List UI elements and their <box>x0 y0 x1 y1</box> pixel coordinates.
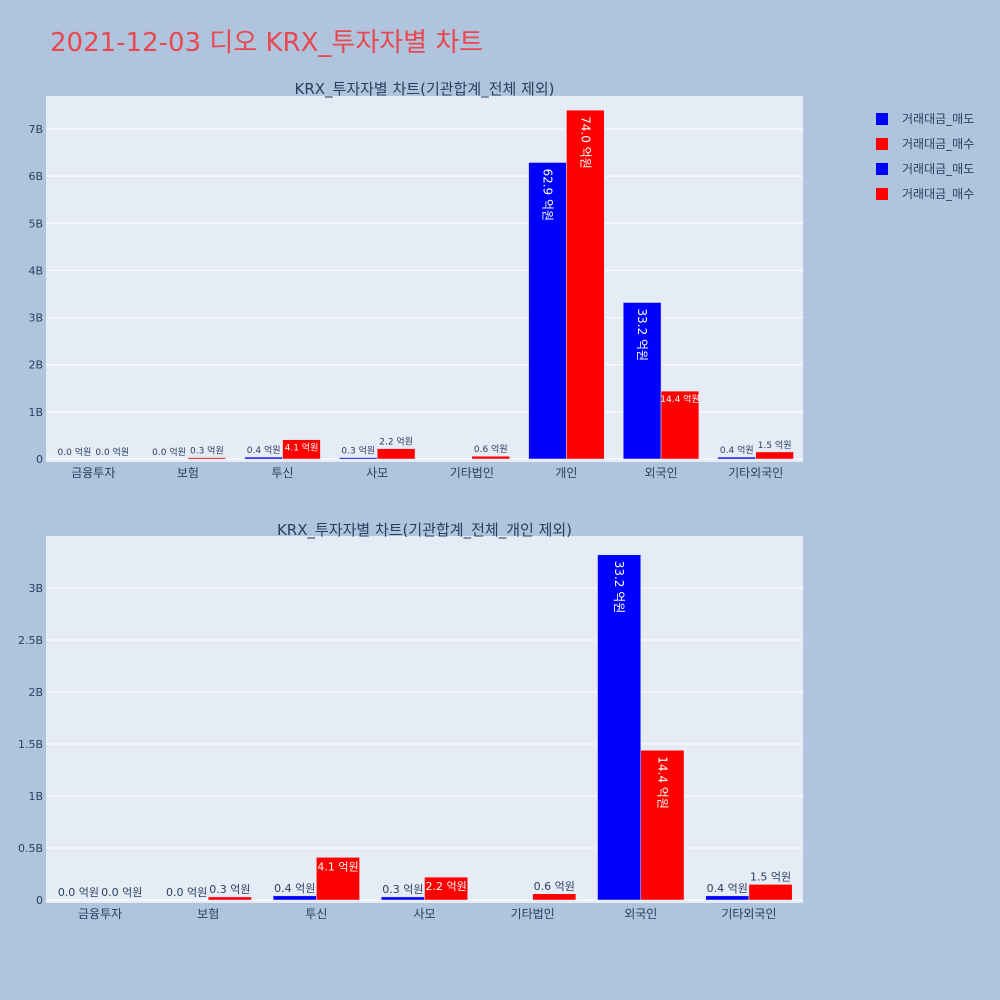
data-label: 0.0 억원 <box>95 446 129 458</box>
bar[interactable] <box>660 390 700 460</box>
data-label: 0.3 억원 <box>209 883 250 896</box>
data-label: 2.2 억원 <box>379 436 413 448</box>
x-tick-label: 기타외국인 <box>721 907 776 921</box>
data-label: 62.9 억원 <box>541 168 555 221</box>
bar[interactable] <box>316 857 360 901</box>
y-tick-label: 2B <box>28 359 43 372</box>
legend-label: 거래대금_매수 <box>902 187 975 201</box>
y-tick-label: 7B <box>28 123 43 136</box>
legend-item[interactable]: 거래대금_매도 <box>876 106 974 131</box>
data-label: 2.2 억원 <box>426 880 467 893</box>
y-tick-label: 4B <box>28 264 43 277</box>
x-tick-label: 사모 <box>366 466 388 480</box>
y-tick-label: 3B <box>28 312 43 325</box>
bar[interactable] <box>622 302 662 460</box>
data-label: 1.5 억원 <box>758 439 792 451</box>
data-label: 14.4 억원 <box>655 756 669 809</box>
data-label: 0.6 억원 <box>474 443 508 455</box>
data-label: 1.5 억원 <box>750 870 791 883</box>
data-label: 0.4 억원 <box>247 444 281 456</box>
x-tick-label: 외국인 <box>645 466 678 480</box>
x-tick-label: 보험 <box>177 466 199 480</box>
data-label: 0.4 억원 <box>274 882 315 895</box>
bar[interactable] <box>748 884 793 901</box>
bar[interactable] <box>528 162 567 460</box>
bar[interactable] <box>532 893 577 901</box>
legend-swatch <box>876 137 888 150</box>
x-tick-label: 기타외국인 <box>728 466 783 480</box>
data-label: 0.0 억원 <box>58 446 92 458</box>
data-label: 33.2 억원 <box>612 561 626 614</box>
data-label: 0.0 억원 <box>101 886 142 899</box>
legend-item[interactable]: 거래대금_매도 <box>876 156 974 181</box>
data-label: 4.1 억원 <box>317 860 358 873</box>
data-label: 33.2 억원 <box>635 308 649 361</box>
data-label: 0.3 억원 <box>341 445 375 457</box>
data-label: 0.0 억원 <box>58 886 99 899</box>
x-tick-label: 기타법인 <box>450 466 494 480</box>
y-tick-label: 1B <box>28 790 43 803</box>
bar[interactable] <box>705 895 750 901</box>
bar[interactable] <box>187 457 227 460</box>
data-label: 0.3 억원 <box>190 445 224 457</box>
x-tick-label: 금융투자 <box>71 466 115 480</box>
bar[interactable] <box>376 448 416 460</box>
y-tick-label: 2B <box>28 686 43 699</box>
legend-swatch <box>876 112 888 125</box>
legend-item[interactable]: 거래대금_매수 <box>876 131 974 156</box>
bar[interactable] <box>640 749 685 901</box>
y-tick-label: 6B <box>28 170 43 183</box>
x-tick-label: 외국인 <box>624 907 657 921</box>
y-tick-label: 3B <box>28 582 43 595</box>
chart-title: KRX_투자자별 차트(기관합계_전체_개인 제외) <box>277 521 572 540</box>
bar[interactable] <box>717 456 756 460</box>
legend-swatch <box>876 162 888 175</box>
data-label: 0.6 억원 <box>534 880 575 893</box>
x-tick-label: 보험 <box>197 907 219 921</box>
bar[interactable] <box>380 896 425 901</box>
x-tick-label: 개인 <box>555 466 577 480</box>
data-label: 0.4 억원 <box>707 882 748 895</box>
page-title: 2021-12-03 디오 KRX_투자자별 차트 <box>50 28 484 58</box>
bar[interactable] <box>597 554 642 901</box>
bar[interactable] <box>207 896 252 901</box>
bar[interactable] <box>755 451 794 460</box>
chart-title: KRX_투자자별 차트(기관합계_전체 제외) <box>295 80 555 99</box>
legend-label: 거래대금_매도 <box>902 112 975 126</box>
bar[interactable] <box>339 457 378 460</box>
y-tick-label: 0.5B <box>18 842 43 855</box>
bar[interactable] <box>282 439 321 460</box>
x-tick-label: 사모 <box>413 907 435 921</box>
x-tick-label: 기타법인 <box>511 907 555 921</box>
legend-label: 거래대금_매수 <box>902 137 975 151</box>
bar[interactable] <box>566 109 605 460</box>
legend: 거래대금_매도 거래대금_매수 거래대금_매도 거래대금_매수 <box>876 106 974 206</box>
bar[interactable] <box>272 895 317 901</box>
data-label: 14.4 억원 <box>660 393 699 405</box>
data-label: 74.0 억원 <box>578 116 592 169</box>
y-tick-label: 0 <box>36 894 43 907</box>
x-tick-label: 투신 <box>305 907 327 921</box>
y-tick-label: 5B <box>28 217 43 230</box>
y-tick-label: 1B <box>28 406 43 419</box>
y-tick-label: 2.5B <box>18 634 43 647</box>
x-tick-label: 금융투자 <box>78 907 122 921</box>
bar[interactable] <box>244 456 283 460</box>
legend-label: 거래대금_매도 <box>902 162 975 176</box>
legend-item[interactable]: 거래대금_매수 <box>876 181 974 206</box>
data-label: 4.1 억원 <box>285 442 319 454</box>
data-label: 0.0 억원 <box>166 886 207 899</box>
y-tick-label: 1.5B <box>18 738 43 751</box>
legend-swatch <box>876 187 888 200</box>
bar[interactable] <box>424 876 469 901</box>
x-tick-label: 투신 <box>272 466 294 480</box>
y-tick-label: 0 <box>36 453 43 466</box>
data-label: 0.3 억원 <box>382 883 423 896</box>
data-label: 0.0 억원 <box>152 446 186 458</box>
data-label: 0.4 억원 <box>720 444 754 456</box>
bar[interactable] <box>471 455 510 460</box>
